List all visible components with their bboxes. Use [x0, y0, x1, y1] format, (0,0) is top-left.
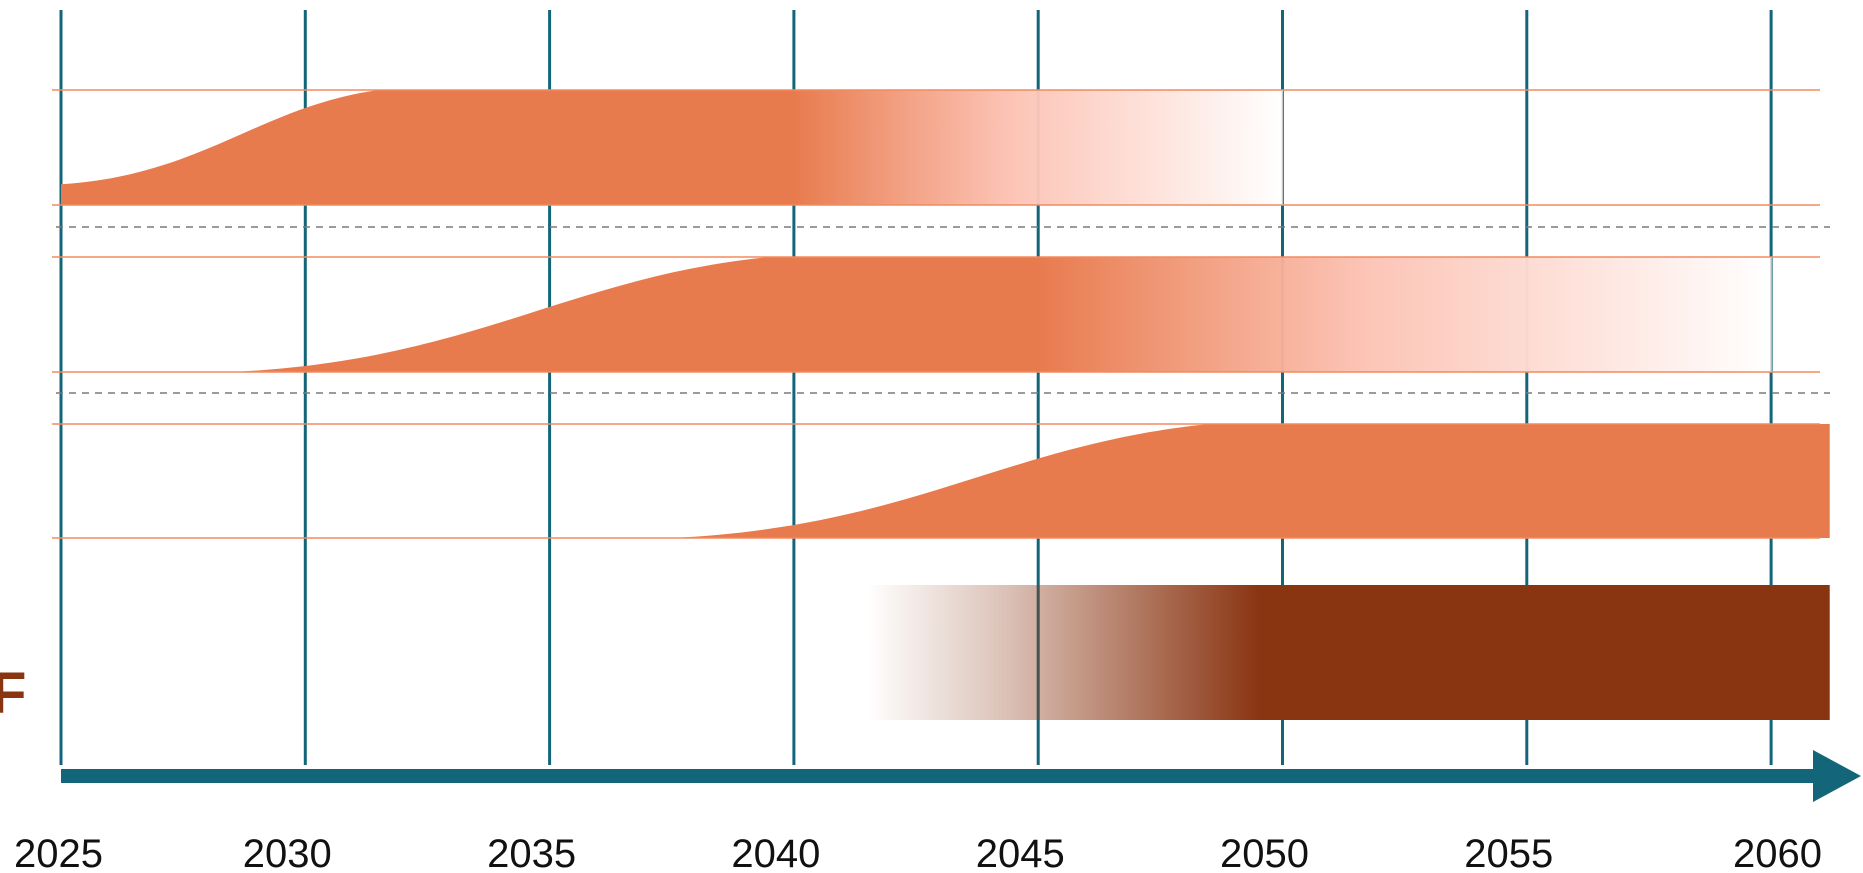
x-tick-label-2035: 2035 [487, 832, 576, 873]
x-axis [61, 750, 1861, 802]
series-3-area [671, 424, 1830, 538]
x-tick-label-2040: 2040 [731, 832, 820, 873]
x-tick-label-2050: 2050 [1220, 832, 1309, 873]
x-axis-labels: F 2025 2030 2035 2040 2045 2050 2055 2060 [0, 661, 1822, 873]
series-2-area [232, 257, 1772, 372]
x-tick-label-2055: 2055 [1464, 832, 1553, 873]
x-tick-label-2030: 2030 [243, 832, 332, 873]
x-tick-label-2025: 2025 [14, 832, 103, 873]
time-axis-arrow [1813, 750, 1861, 802]
guide-layer [52, 89, 1830, 539]
series-1-area [61, 90, 1283, 205]
x-tick-label-2060: 2060 [1733, 832, 1822, 873]
x-tick-label-2045: 2045 [976, 832, 1065, 873]
time-axis-line [61, 769, 1821, 783]
bar-f [867, 585, 1830, 720]
series-layer [61, 90, 1830, 720]
bar-f-label: F [0, 661, 26, 726]
